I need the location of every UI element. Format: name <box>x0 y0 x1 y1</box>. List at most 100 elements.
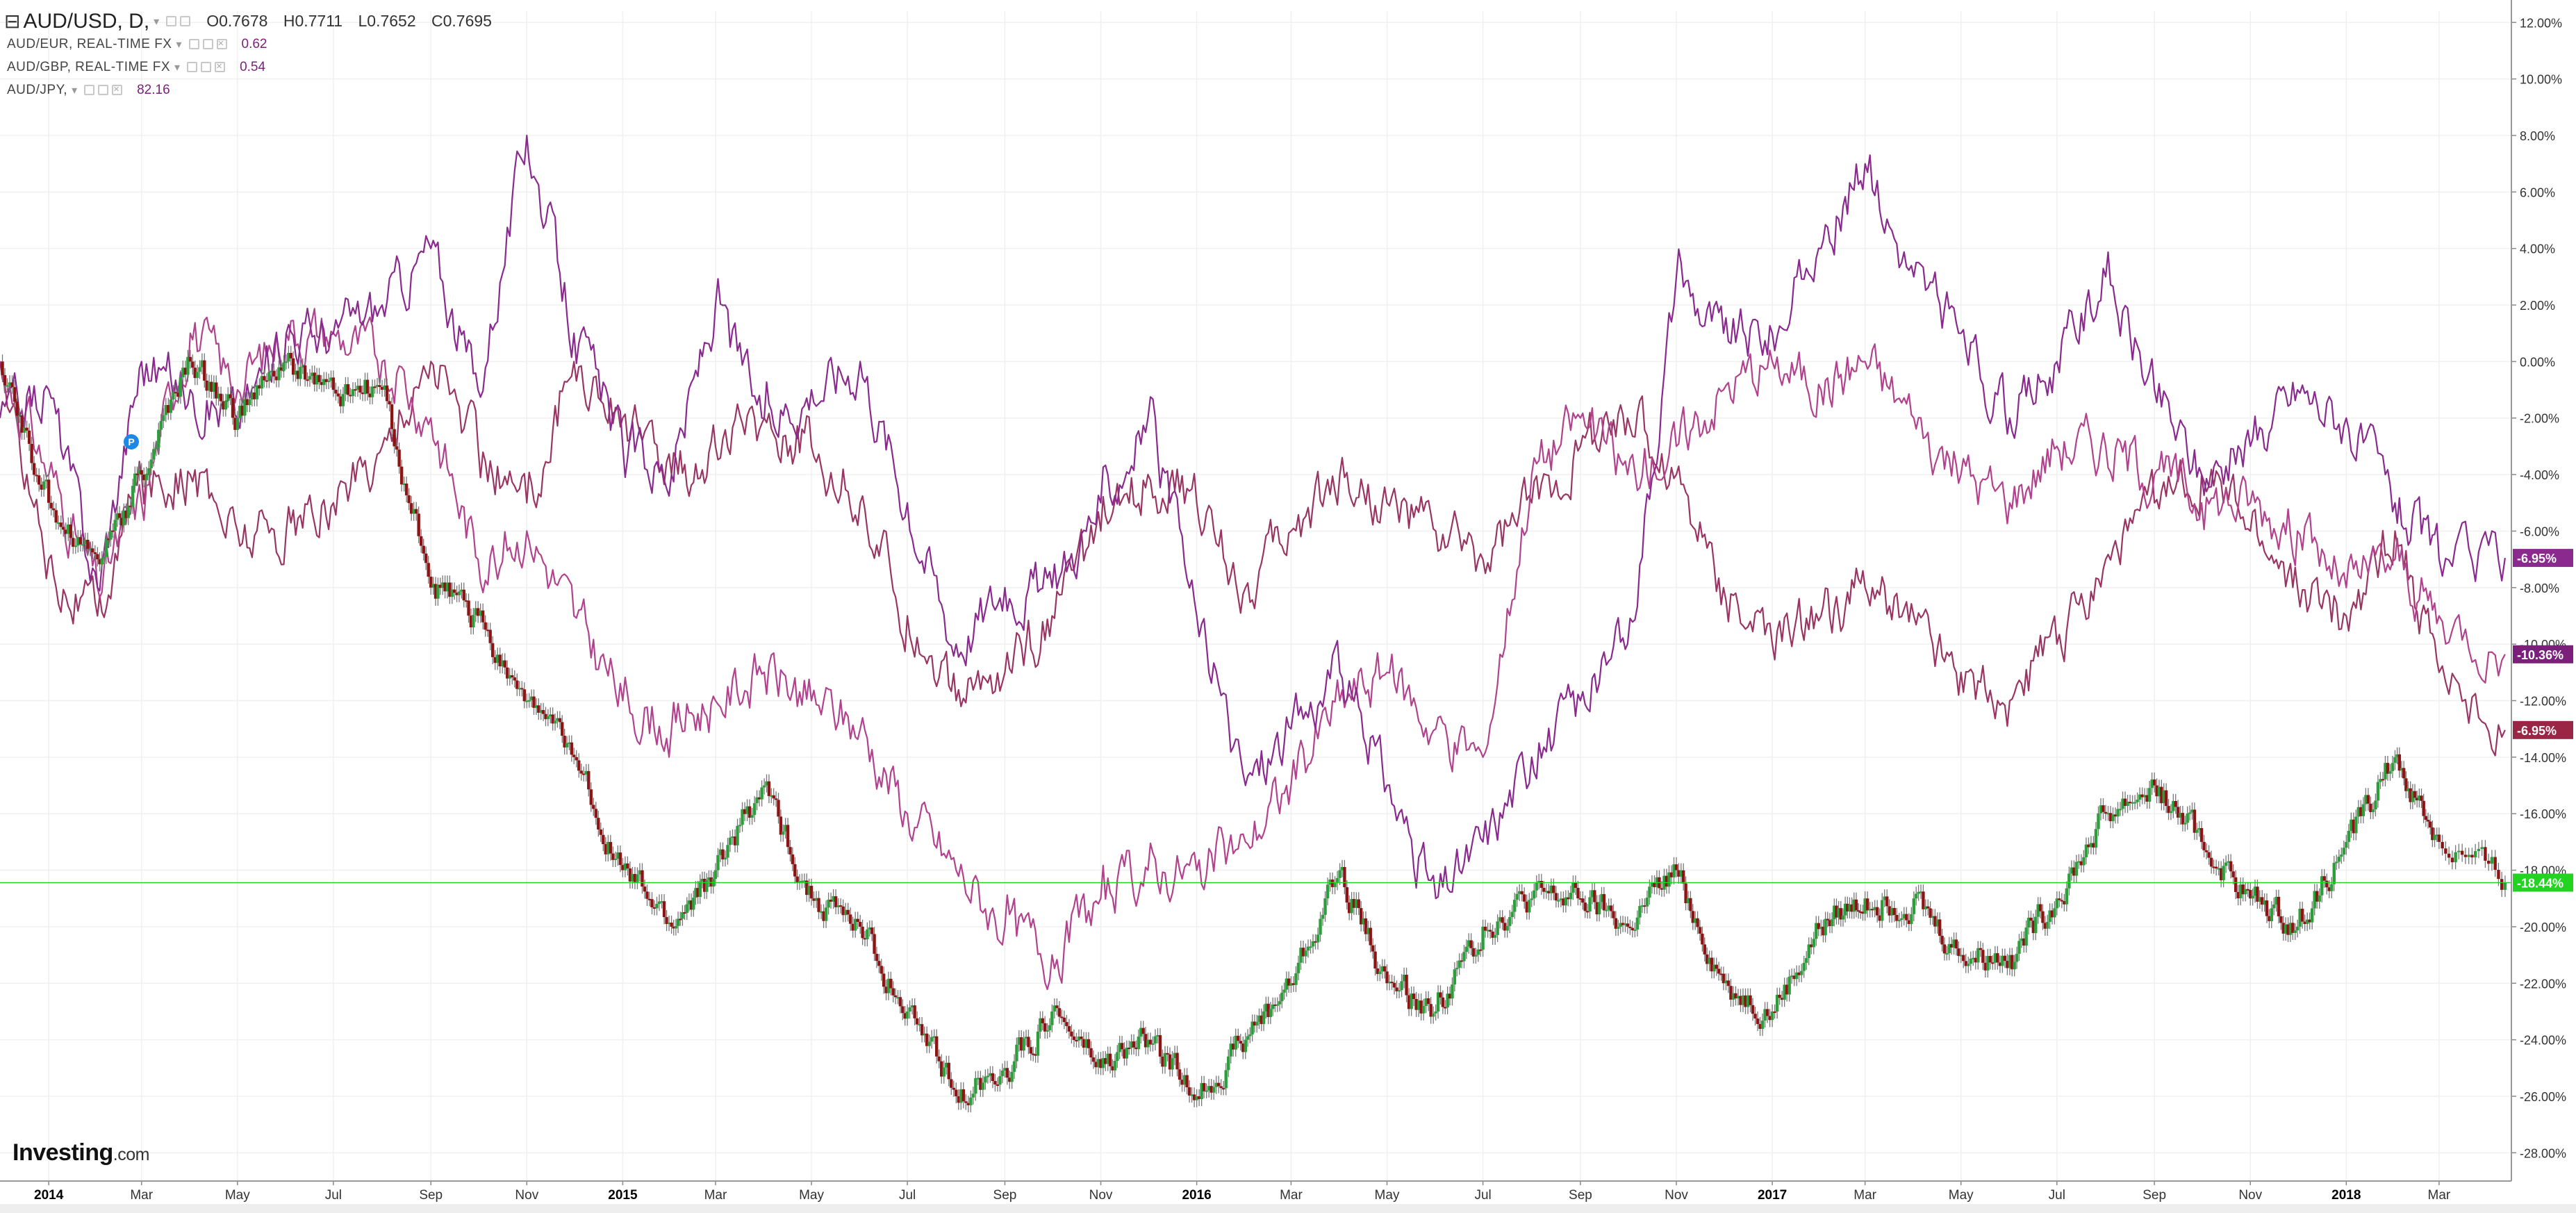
overlay-eur-name[interactable]: AUD/EUR, REAL-TIME FX <box>7 36 172 51</box>
candle-body <box>2212 866 2215 868</box>
candle-body <box>2261 897 2264 905</box>
candle-body <box>258 385 261 389</box>
x-tick-label: Nov <box>1665 1188 1688 1203</box>
visibility-icon[interactable] <box>98 85 109 95</box>
candle-body <box>383 385 386 390</box>
candle-body <box>1682 870 1685 884</box>
candle-body <box>2251 896 2254 899</box>
candle-body <box>47 479 51 503</box>
chevron-down-icon[interactable]: ▾ <box>174 61 181 74</box>
candle-body <box>565 743 569 748</box>
candle-body <box>1291 983 1296 985</box>
candle-body <box>1635 917 1640 930</box>
x-tick-label: Sep <box>419 1188 443 1203</box>
legend-overlay-gbp[interactable]: AUD/GBP, REAL-TIME FX ▾ 0.54 <box>4 56 503 79</box>
candle-body <box>2041 911 2045 923</box>
candle-body <box>341 394 345 406</box>
candle-body <box>224 400 228 410</box>
candle-body <box>1096 1059 1100 1068</box>
candle-body <box>1905 914 1908 921</box>
candle-body <box>1343 867 1346 888</box>
overlay-gbp-name[interactable]: AUD/GBP, REAL-TIME FX <box>7 59 171 74</box>
candle-body <box>159 420 163 430</box>
candle-body <box>2222 866 2225 881</box>
visibility-icon[interactable] <box>201 62 212 72</box>
candle-body <box>2493 857 2497 870</box>
candle-body <box>8 382 12 386</box>
settings-icon[interactable] <box>188 39 199 49</box>
chevron-down-icon[interactable]: ▾ <box>72 84 78 97</box>
candle-body <box>2477 848 2481 852</box>
candle-body <box>1861 911 1865 914</box>
settings-icon[interactable] <box>84 85 95 95</box>
candle-body <box>1192 1094 1196 1100</box>
visibility-icon[interactable] <box>180 16 191 26</box>
close-icon[interactable] <box>215 60 226 74</box>
candle-body <box>1227 1056 1230 1071</box>
candle-body <box>1397 990 1401 992</box>
candle-body <box>1931 916 1935 918</box>
candle-body <box>1969 958 1972 964</box>
candle-body <box>1390 982 1394 984</box>
candle-body <box>1309 946 1312 948</box>
candle-body <box>652 907 657 909</box>
legend-overlay-eur[interactable]: AUD/EUR, REAL-TIME FX ▾ 0.62 <box>4 33 503 56</box>
candle-body <box>467 600 470 616</box>
candle-body <box>2497 870 2500 880</box>
candle-body <box>2008 955 2012 968</box>
last-value-label: -10.36% <box>2517 648 2563 662</box>
settings-icon[interactable] <box>166 16 177 26</box>
candle-body <box>2467 855 2470 857</box>
settings-icon[interactable] <box>187 62 198 72</box>
candle-body <box>2082 857 2086 866</box>
candle-body <box>1621 923 1625 925</box>
candle-body <box>15 402 19 416</box>
candle-body <box>51 508 56 511</box>
candle-body <box>647 898 652 900</box>
candle-body <box>91 548 94 552</box>
candle-body <box>755 797 759 804</box>
candle-body <box>817 898 820 912</box>
collapse-icon[interactable]: ⊟ <box>4 10 21 32</box>
candle-body <box>1810 944 1813 948</box>
main-symbol[interactable]: AUD/USD, D, <box>23 9 150 33</box>
chevron-down-icon[interactable]: ▾ <box>176 38 182 51</box>
candle-body <box>183 368 188 375</box>
candle-body <box>2395 754 2399 757</box>
candle-body <box>1815 923 1818 939</box>
candle-body <box>2320 876 2324 896</box>
candle-body <box>210 381 213 392</box>
legend-main[interactable]: ⊟ AUD/USD, D, ▾ O0.7678 H0.7711 L0.7652 … <box>4 10 503 33</box>
overlay-jpy-name[interactable]: AUD/JPY, <box>7 82 68 97</box>
candle-body <box>1469 940 1473 948</box>
logo-text: Investing <box>13 1139 113 1166</box>
visibility-icon[interactable] <box>202 39 213 49</box>
candle-body <box>1686 898 1690 904</box>
candle-body <box>1819 926 1823 930</box>
chevron-down-icon[interactable]: ▾ <box>154 15 160 28</box>
candle-body <box>299 367 302 379</box>
candle-body <box>2043 923 2047 929</box>
candle-body <box>893 995 898 998</box>
close-icon[interactable] <box>216 37 227 51</box>
legend-overlay-jpy[interactable]: AUD/JPY, ▾ 82.16 <box>4 79 503 101</box>
candle-body <box>284 361 288 363</box>
candle-body <box>422 545 425 554</box>
candle-body <box>1837 908 1840 918</box>
candle-body <box>1156 1035 1159 1037</box>
candle-body <box>1266 1003 1270 1017</box>
candle-body <box>2131 802 2134 804</box>
event-marker-icon[interactable]: P <box>124 434 139 449</box>
candle-body <box>409 503 413 514</box>
close-icon[interactable] <box>112 83 123 97</box>
candle-body <box>1967 964 1970 966</box>
x-tick-label: Mar <box>1853 1188 1876 1203</box>
candle-body <box>1693 918 1697 923</box>
candle-body <box>2244 889 2247 895</box>
candle-body <box>2140 794 2144 798</box>
candle-body <box>83 539 88 545</box>
candle-body <box>2003 955 2007 962</box>
candle-body <box>186 356 190 375</box>
